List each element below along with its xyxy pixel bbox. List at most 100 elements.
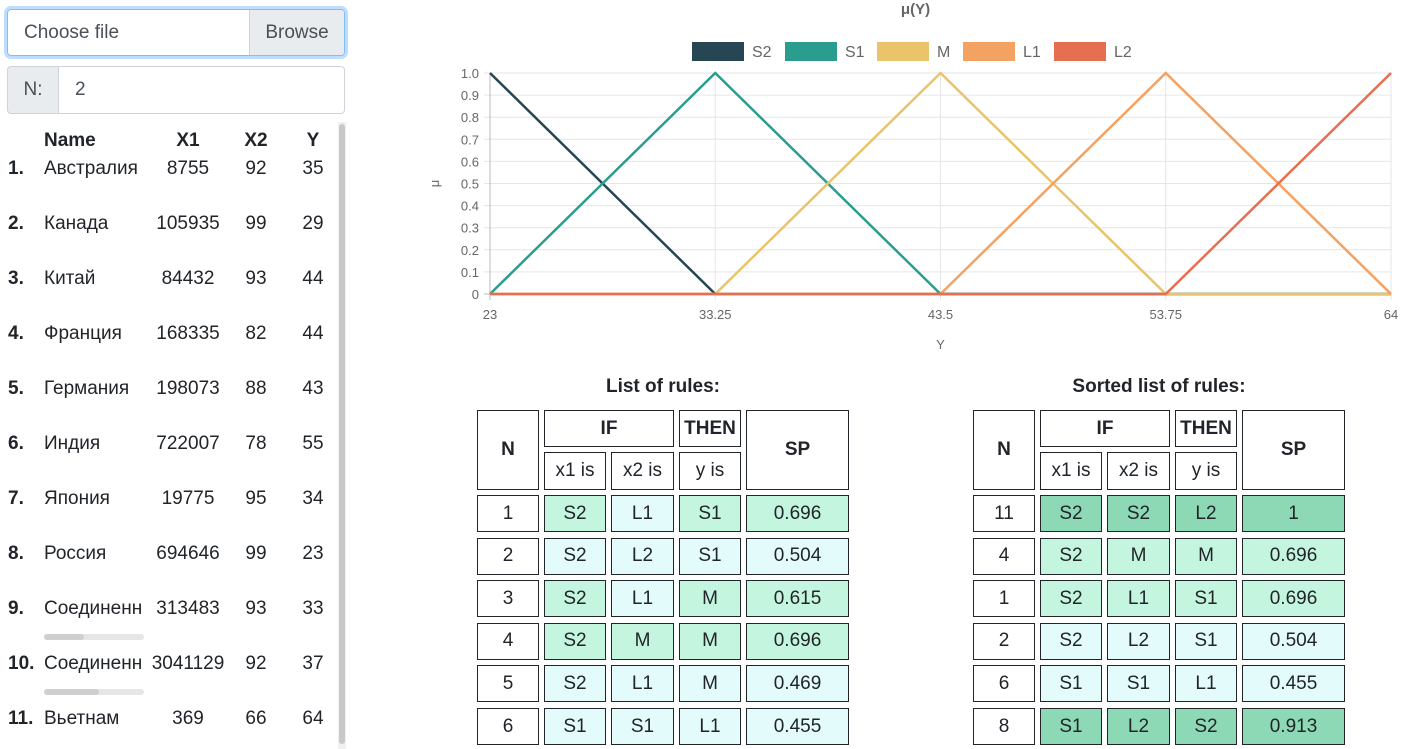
row-number: 10. (8, 653, 35, 674)
row-name: Соединенн (44, 598, 143, 619)
file-input[interactable]: Choose file Browse (7, 9, 345, 56)
header-n: N (973, 410, 1035, 490)
legend-swatch-l1 (963, 42, 1015, 61)
name-scroll-thumb[interactable] (44, 689, 99, 695)
data-table-scroll-thumb[interactable] (339, 124, 345, 744)
row-y: 43 (302, 378, 324, 399)
rule-y-cell: S1 (1175, 622, 1237, 660)
row-x2: 95 (245, 488, 267, 509)
rule-x1-cell: S2 (544, 580, 606, 618)
rule-y-cell: S2 (1175, 708, 1237, 745)
header-y-is: y is (679, 452, 741, 490)
rule-x2-cell: M (1107, 537, 1170, 575)
rule-n-cell: 6 (477, 708, 539, 745)
table-row[interactable]: 10. Соединенн 3041129 92 37 (0, 653, 340, 708)
legend-swatch-m (877, 42, 929, 61)
table-row[interactable]: 3. Китай 84432 93 44 (0, 268, 340, 323)
rule-y-cell: L2 (1175, 495, 1237, 532)
rule-y-cell: L1 (679, 708, 741, 745)
rule-sp-cell: 0.615 (746, 580, 849, 618)
header-then: THEN (1175, 410, 1237, 447)
rule-x2-cell: S2 (1107, 495, 1170, 532)
header-if: IF (1040, 410, 1170, 447)
chart-svg: μ(Y) 1.0 0.9 0.8 0.7 0.6 0.5 0.4 0.3 0.2 0.1 0 23 33.… (427, 1, 1398, 352)
header-n: N (477, 410, 539, 490)
row-y: 35 (302, 158, 324, 179)
row-number: 8. (8, 543, 24, 564)
row-x1: 313483 (156, 598, 220, 619)
x-tick-label: 33.25 (699, 307, 732, 322)
y-tick-label: 0.3 (461, 221, 479, 236)
rule-n-cell: 11 (973, 495, 1035, 532)
row-name: Россия (44, 543, 107, 564)
rule-n-cell: 5 (477, 665, 539, 703)
header-x1-is: x1 is (544, 452, 606, 490)
header-x2: X2 (244, 130, 268, 151)
legend-label-m: M (937, 44, 950, 61)
row-number: 5. (8, 378, 24, 399)
rule-y-cell: M (679, 665, 741, 703)
row-x2: 93 (245, 598, 267, 619)
rule-x2-cell: L1 (611, 495, 674, 532)
header-if: IF (544, 410, 674, 447)
table-row[interactable]: 8. Россия 694646 99 23 (0, 543, 340, 598)
name-scroll-thumb[interactable] (44, 634, 84, 640)
browse-button[interactable]: Browse (249, 10, 344, 55)
row-number: 4. (8, 323, 24, 344)
x-tick-label: 43.5 (928, 307, 953, 322)
name-scrollbar[interactable] (44, 634, 144, 640)
row-number: 6. (8, 433, 24, 454)
table-row[interactable]: 2. Канада 105935 99 29 (0, 213, 340, 268)
row-x2: 78 (245, 433, 267, 454)
n-input[interactable]: 2 (59, 66, 345, 114)
rule-n-cell: 2 (477, 537, 539, 575)
row-name: Германия (44, 378, 130, 399)
row-x1: 694646 (156, 543, 220, 564)
row-x2: 93 (245, 268, 267, 289)
row-number: 2. (8, 213, 24, 234)
row-number: 7. (8, 488, 24, 509)
membership-chart: μ(Y) 1.0 0.9 0.8 0.7 0.6 0.5 0.4 0.3 0.2 0.1 0 23 33.… (420, 0, 1402, 360)
n-input-group: N: 2 (7, 66, 345, 114)
name-scrollbar[interactable] (44, 689, 144, 695)
x-tick-label: 64 (1384, 307, 1398, 322)
legend-label-l1: L1 (1023, 44, 1041, 61)
legend-label-l2: L2 (1114, 44, 1132, 61)
n-prefix-label: N: (7, 66, 59, 114)
rule-n-cell: 4 (477, 622, 539, 660)
data-table-scrollbar[interactable] (338, 122, 346, 749)
row-y: 34 (302, 488, 324, 509)
table-row[interactable]: 9. Соединенн 313483 93 33 (0, 598, 340, 653)
rule-x2-cell: L1 (1107, 580, 1170, 618)
rule-n-cell: 2 (973, 622, 1035, 660)
table-row[interactable]: 1. Австралия 8755 92 35 (0, 158, 340, 213)
table-row[interactable]: 11. Вьетнам 369 66 64 (0, 708, 340, 749)
x-tick-label: 23 (483, 307, 497, 322)
table-row[interactable]: 5. Германия 198073 88 43 (0, 378, 340, 433)
y-tick-label: 0 (472, 287, 479, 302)
row-x2: 88 (245, 378, 267, 399)
rule-n-cell: 1 (973, 580, 1035, 618)
rule-x2-cell: M (611, 622, 674, 660)
table-row[interactable]: 7. Япония 19775 95 34 (0, 488, 340, 543)
row-number: 3. (8, 268, 24, 289)
row-number: 11. (8, 708, 34, 729)
table-row[interactable]: 4. Франция 168335 82 44 (0, 323, 340, 378)
row-name: Австралия (44, 158, 138, 179)
y-tick-label: 0.5 (461, 177, 479, 192)
rule-sp-cell: 1 (1242, 495, 1345, 532)
file-input-label[interactable]: Choose file (24, 22, 120, 43)
row-x2: 92 (245, 653, 267, 674)
row-y: 29 (302, 213, 324, 234)
table-row[interactable]: 6. Индия 722007 78 55 (0, 433, 340, 488)
legend-swatch-s1 (785, 42, 837, 61)
row-y: 44 (302, 323, 324, 344)
legend-swatch-l2 (1054, 42, 1106, 61)
row-x1: 105935 (156, 213, 220, 234)
rule-sp-cell: 0.504 (746, 537, 849, 575)
row-y: 55 (302, 433, 324, 454)
rule-n-cell: 8 (973, 708, 1035, 745)
rules-table-title: Sorted list of rules: (1072, 376, 1246, 397)
rule-sp-cell: 0.455 (1242, 665, 1345, 703)
row-x2: 92 (245, 158, 267, 179)
